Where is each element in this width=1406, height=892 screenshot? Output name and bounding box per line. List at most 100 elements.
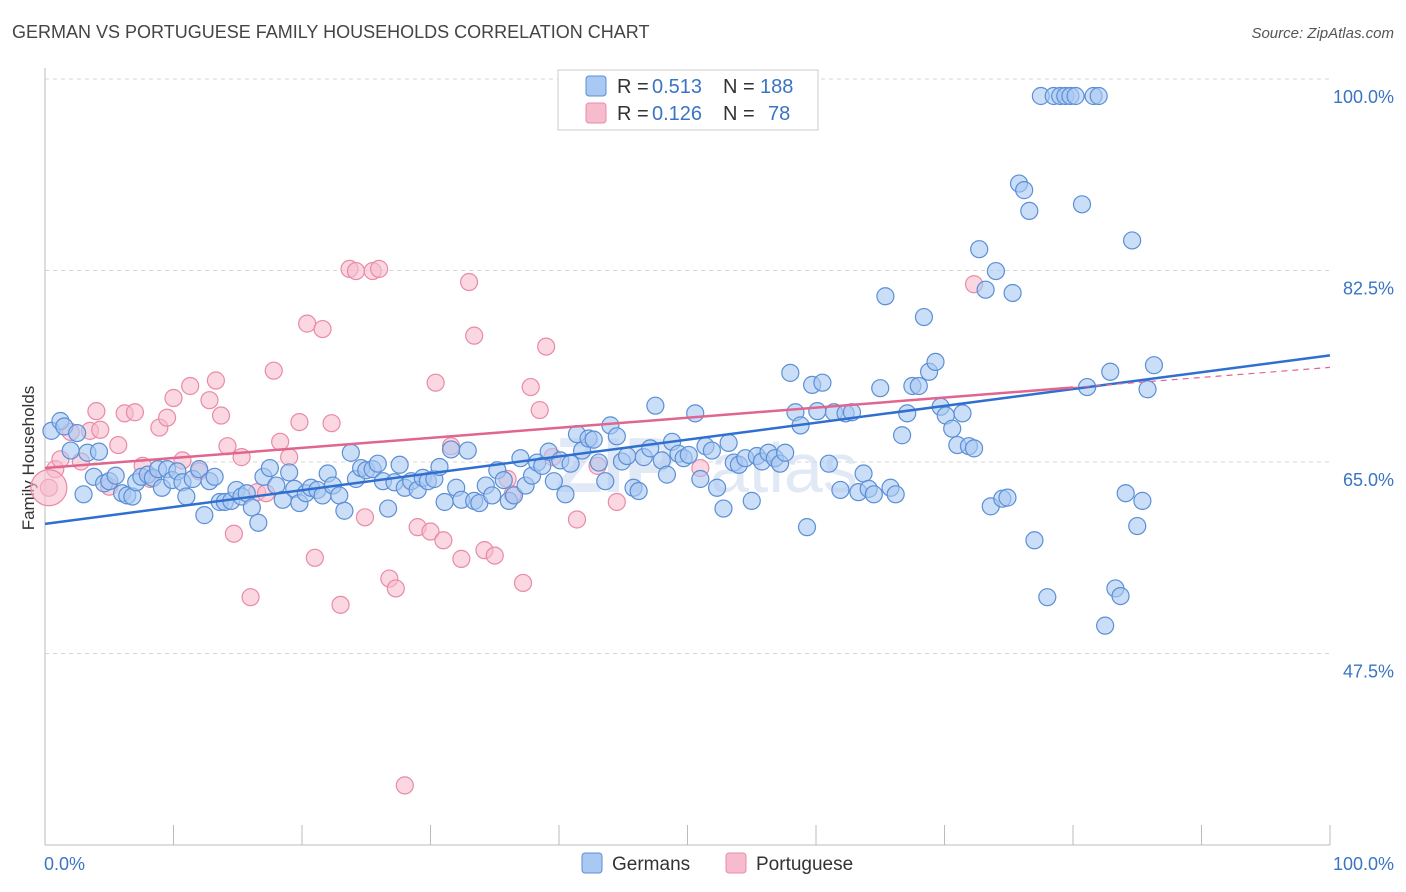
german-point [458, 441, 477, 460]
german-point [781, 363, 800, 382]
german-point [1020, 201, 1039, 220]
bottom-legend-swatch-germans [581, 852, 603, 874]
portuguese-point-large [30, 469, 68, 507]
portuguese-point [181, 376, 200, 396]
german-point [205, 467, 224, 486]
german-point [864, 485, 883, 504]
german-point [831, 480, 850, 500]
x-tick-label-min: 0.0% [44, 854, 85, 874]
german-point [943, 419, 962, 438]
german-point [584, 430, 603, 449]
german-point [953, 404, 972, 423]
german-point [260, 458, 279, 478]
german-point [714, 499, 733, 518]
german-point [195, 506, 214, 525]
y-tick-labels: 47.5% 65.0% 82.5% 100.0% [1333, 87, 1394, 682]
legend-r-label-portuguese: R = [617, 103, 649, 125]
german-point [74, 485, 93, 504]
german-point [808, 402, 827, 421]
portuguese-point [607, 492, 626, 512]
german-point [1128, 516, 1147, 536]
german-point [483, 486, 502, 505]
german-point [909, 376, 928, 396]
german-point [1111, 586, 1130, 606]
german-point [1072, 195, 1092, 214]
german-point [886, 485, 905, 504]
german-point [819, 454, 838, 473]
series-legend: Germans Portuguese [581, 852, 853, 875]
german-point [1138, 380, 1157, 399]
portuguese-point [331, 595, 350, 614]
german-point [657, 465, 677, 484]
portuguese-point [370, 259, 389, 278]
german-point [1144, 356, 1164, 375]
german-point [1133, 491, 1152, 510]
german-point [646, 396, 665, 415]
y-tick-label: 47.5% [1343, 662, 1394, 682]
portuguese-point [485, 546, 504, 565]
german-point [970, 240, 989, 259]
german-point [504, 486, 524, 505]
grid-lines [45, 78, 1330, 654]
german-point [242, 498, 261, 517]
german-point [813, 373, 832, 392]
german-point [335, 501, 354, 520]
portuguese-point [421, 522, 440, 541]
german-point [589, 453, 608, 472]
portuguese-point [206, 371, 226, 390]
portuguese-point [513, 573, 533, 593]
german-point [441, 440, 461, 459]
legend-n-label-germans: N = [723, 76, 755, 98]
german-point [607, 427, 626, 446]
portuguese-point [386, 579, 405, 598]
portuguese-trend-line [44, 386, 1074, 470]
bottom-legend-germans: Germans [612, 854, 690, 875]
german-point [1101, 362, 1120, 381]
german-point [876, 287, 895, 306]
german-point [892, 426, 912, 445]
german-point [1066, 86, 1085, 106]
german-point [561, 454, 580, 473]
portuguese-point [280, 448, 299, 467]
y-tick-label: 82.5% [1343, 279, 1394, 299]
portuguese-point [459, 272, 479, 292]
portuguese-point [434, 531, 453, 550]
legend-r-label-germans: R = [617, 76, 649, 98]
portuguese-point [271, 432, 290, 451]
german-point [1025, 531, 1044, 550]
german-point [511, 449, 530, 468]
german-point [190, 460, 209, 479]
german-point [898, 404, 917, 423]
portuguese-point [157, 408, 177, 427]
portuguese-point [322, 414, 341, 433]
german-point [1123, 231, 1142, 250]
german-point [1003, 283, 1022, 303]
german-point [976, 280, 995, 299]
german-point [776, 443, 795, 462]
german-point [618, 446, 637, 466]
portuguese-point [290, 412, 309, 432]
portuguese-point [91, 420, 110, 439]
x-tick-label-max: 100.0% [1333, 854, 1394, 874]
german-point [926, 352, 945, 372]
german-point [596, 472, 615, 491]
german-point [61, 441, 80, 460]
german-point [368, 454, 387, 473]
german-point [341, 443, 360, 462]
german-point [1096, 616, 1115, 635]
legend-n-label-portuguese: N = [723, 103, 755, 125]
german-point [556, 485, 575, 504]
german-point [629, 481, 648, 501]
german-point [986, 261, 1006, 281]
german-point [964, 439, 984, 458]
portuguese-point [537, 337, 556, 356]
legend-swatch-germans [585, 75, 607, 97]
legend-n-value-portuguese: 78 [768, 103, 790, 125]
german-point [494, 470, 513, 490]
german-trend-line [44, 354, 1331, 526]
german-point [1116, 484, 1135, 503]
portuguese-points [30, 86, 984, 795]
german-point [89, 442, 109, 461]
german-point [544, 472, 563, 491]
portuguese-point [305, 548, 324, 567]
